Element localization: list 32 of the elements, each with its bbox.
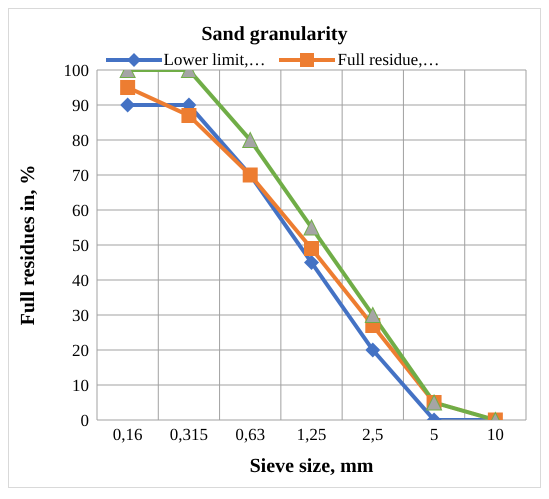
point <box>181 108 196 123</box>
x-tick-label: 2,5 <box>362 425 384 444</box>
point <box>365 342 380 358</box>
y-tick-label: 100 <box>64 61 89 80</box>
y-tick-label: 30 <box>72 306 89 326</box>
legend-label: Full residue,… <box>337 50 440 70</box>
y-tick-label: 20 <box>72 341 89 360</box>
y-tick-label: 70 <box>72 166 89 186</box>
y-tick-label: 60 <box>72 201 89 220</box>
point <box>304 220 320 236</box>
legend-label: Lower limit,… <box>164 50 266 70</box>
point <box>120 98 136 112</box>
point <box>304 241 319 256</box>
x-tick-label: 0,16 <box>112 425 143 444</box>
y-tick-label: 90 <box>72 96 89 116</box>
point <box>242 132 258 148</box>
y-tick-label: 10 <box>72 376 89 396</box>
x-tick-label: 5 <box>430 425 438 444</box>
point <box>364 307 381 323</box>
y-axis-title: Full residues in, % <box>17 164 40 326</box>
y-tick-label: 80 <box>72 131 89 150</box>
x-tick-label: 0,63 <box>235 425 266 444</box>
y-tick-label: 50 <box>72 236 89 256</box>
point <box>304 255 319 270</box>
point <box>120 80 136 95</box>
chart-title: Sand granularity <box>200 22 349 46</box>
x-tick-label: 10 <box>486 425 504 444</box>
x-tick-label: 0,315 <box>170 425 208 444</box>
x-tick-label: 1,25 <box>296 425 326 444</box>
y-tick-label: 40 <box>72 271 89 290</box>
y-tick-label: 0 <box>80 411 89 430</box>
x-axis-title: Sieve size, mm <box>250 455 374 477</box>
